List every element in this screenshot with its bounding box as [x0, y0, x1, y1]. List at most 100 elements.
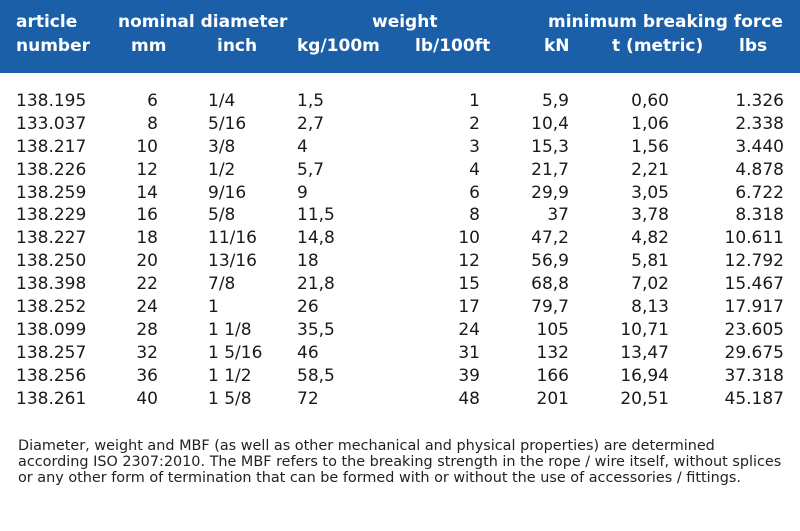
table-row: 138.195 6 1/4 1,5 1 5,9 0,60 1.326	[0, 90, 800, 113]
cell-kn: 56,9	[531, 251, 569, 272]
cell-inch: 1/2	[208, 159, 236, 180]
table-row: 138.261 40 1 5/8 72 48 201 20,51 45.187	[0, 388, 800, 411]
cell-t: 7,02	[631, 274, 669, 295]
table-row: 138.226 12 1/2 5,7 4 21,7 2,21 4.878	[0, 159, 800, 182]
cell-kg: 35,5	[297, 319, 335, 340]
cell-inch: 1 5/16	[208, 342, 263, 363]
cell-kn: 105	[536, 319, 569, 340]
cell-lbs: 29.675	[724, 342, 784, 363]
cell-inch: 5/8	[208, 205, 236, 226]
header-number: number	[16, 36, 91, 56]
cell-lb: 4	[469, 159, 480, 180]
cell-inch: 7/8	[208, 274, 236, 295]
header-mm: mm	[131, 36, 167, 56]
header-t: t (metric)	[612, 36, 704, 56]
cell-kn: 29,9	[531, 182, 569, 203]
cell-kn: 15,3	[531, 136, 569, 157]
cell-mm: 28	[136, 319, 158, 340]
cell-kg: 46	[297, 342, 319, 363]
cell-mm: 22	[136, 274, 158, 295]
cell-lb: 48	[458, 388, 480, 409]
table-header: article number nominal diameter mm inch …	[0, 0, 800, 73]
cell-article: 138.252	[16, 297, 87, 318]
cell-article: 138.398	[16, 274, 87, 295]
table-row: 133.037 8 5/16 2,7 2 10,4 1,06 2.338	[0, 113, 800, 136]
cell-lb: 12	[458, 251, 480, 272]
cell-t: 3,05	[631, 182, 669, 203]
cell-lbs: 6.722	[735, 182, 784, 203]
cell-article: 138.257	[16, 342, 87, 363]
cell-mm: 32	[136, 342, 158, 363]
header-inch: inch	[217, 36, 258, 56]
cell-mm: 18	[136, 228, 158, 249]
cell-inch: 1 5/8	[208, 388, 252, 409]
cell-lbs: 17.917	[724, 297, 784, 318]
cell-kg: 58,5	[297, 365, 335, 386]
cell-t: 1,06	[631, 113, 669, 134]
cell-article: 133.037	[16, 113, 87, 134]
table-body: 138.195 6 1/4 1,5 1 5,9 0,60 1.326 133.037 8 5/16 2…	[0, 90, 800, 410]
cell-lb: 31	[458, 342, 480, 363]
cell-t: 5,81	[631, 251, 669, 272]
cell-lb: 3	[469, 136, 480, 157]
cell-kn: 21,7	[531, 159, 569, 180]
cell-kg: 18	[297, 251, 319, 272]
cell-lb: 10	[458, 228, 480, 249]
cell-kn: 132	[536, 342, 569, 363]
table-row: 138.217 10 3/8 4 3 15,3 1,56 3.440	[0, 136, 800, 159]
header-article: article	[16, 12, 78, 32]
cell-t: 0,60	[631, 91, 669, 111]
cell-lb: 24	[458, 319, 480, 340]
cell-article: 138.261	[16, 388, 87, 409]
cell-lbs: 4.878	[735, 159, 784, 180]
cell-article: 138.229	[16, 205, 87, 226]
cell-article: 138.256	[16, 365, 87, 386]
cell-inch: 1	[208, 297, 219, 318]
table-row: 138.227 18 11/16 14,8 10 47,2 4,82 10.611	[0, 227, 800, 250]
cell-lb: 39	[458, 365, 480, 386]
cell-t: 4,82	[631, 228, 669, 249]
cell-inch: 3/8	[208, 136, 236, 157]
cell-article: 138.217	[16, 136, 87, 157]
cell-kg: 26	[297, 297, 319, 318]
table-row: 138.256 36 1 1/2 58,5 39 166 16,94 37.318	[0, 365, 800, 388]
cell-mm: 16	[136, 205, 158, 226]
table-row: 138.229 16 5/8 11,5 8 37 3,78 8.318	[0, 204, 800, 227]
cell-kg: 14,8	[297, 228, 335, 249]
cell-article: 138.250	[16, 251, 87, 272]
header-kn: kN	[544, 36, 570, 56]
cell-article: 138.259	[16, 182, 87, 203]
cell-lbs: 3.440	[735, 136, 784, 157]
cell-kn: 5,9	[541, 91, 569, 111]
cell-mm: 14	[136, 182, 158, 203]
table-row: 138.259 14 9/16 9 6 29,9 3,05 6.722	[0, 182, 800, 205]
cell-inch: 1 1/8	[208, 319, 252, 340]
header-lb: lb/100ft	[415, 36, 491, 56]
cell-kn: 68,8	[531, 274, 569, 295]
cell-lbs: 2.338	[735, 113, 784, 134]
header-mbf: minimum breaking force	[548, 12, 783, 32]
cell-t: 16,94	[620, 365, 669, 386]
cell-mm: 8	[147, 113, 158, 134]
cell-lb: 8	[469, 205, 480, 226]
cell-mm: 10	[136, 136, 158, 157]
cell-lbs: 10.611	[724, 228, 784, 249]
cell-kn: 201	[536, 388, 569, 409]
cell-kg: 21,8	[297, 274, 335, 295]
cell-inch: 1 1/2	[208, 365, 252, 386]
cell-lbs: 1.326	[735, 91, 784, 111]
header-kg: kg/100m	[297, 36, 380, 56]
header-weight: weight	[372, 12, 438, 32]
cell-kg: 4	[297, 136, 308, 157]
cell-kg: 5,7	[297, 159, 325, 180]
cell-kn: 37	[547, 205, 569, 226]
cell-t: 20,51	[620, 388, 669, 409]
cell-mm: 20	[136, 251, 158, 272]
cell-lbs: 37.318	[724, 365, 784, 386]
cell-lb: 17	[458, 297, 480, 318]
cell-kn: 166	[536, 365, 569, 386]
cell-lbs: 15.467	[724, 274, 784, 295]
cell-inch: 11/16	[208, 228, 257, 249]
cell-article: 138.226	[16, 159, 87, 180]
cell-article: 138.227	[16, 228, 87, 249]
